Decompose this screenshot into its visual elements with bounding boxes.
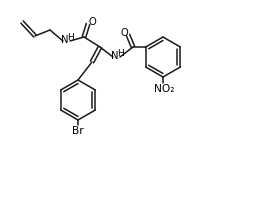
Text: H: H xyxy=(68,33,74,43)
Text: O: O xyxy=(120,28,128,38)
Text: N: N xyxy=(61,35,69,45)
Text: NO₂: NO₂ xyxy=(154,84,174,94)
Text: Br: Br xyxy=(72,126,84,136)
Text: O: O xyxy=(88,17,96,27)
Text: N: N xyxy=(111,51,119,61)
Text: H: H xyxy=(118,49,125,58)
